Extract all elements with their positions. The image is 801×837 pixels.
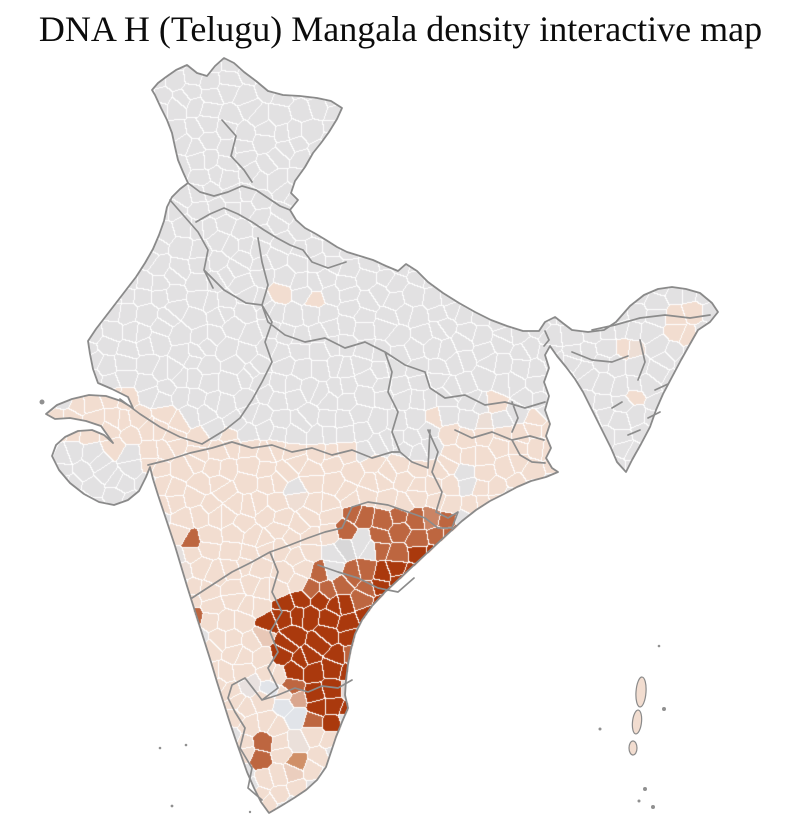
map-title: DNA H (Telugu) Mangala density interacti… (38, 9, 763, 49)
